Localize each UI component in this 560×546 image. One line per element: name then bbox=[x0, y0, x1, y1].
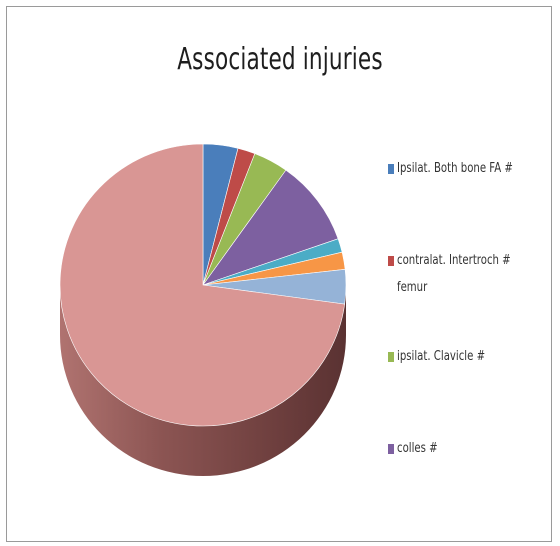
legend-swatch bbox=[388, 256, 394, 266]
chart-title: Associated injuries bbox=[177, 42, 383, 77]
legend-swatch bbox=[388, 444, 394, 454]
pie-slice-3 bbox=[202, 169, 339, 286]
pie-side bbox=[60, 285, 346, 476]
legend-item: ipsilat. Clavicle # bbox=[388, 343, 538, 370]
pie-slice-7 bbox=[59, 143, 346, 427]
legend-item: contralat. Intertroch # femur bbox=[388, 247, 538, 301]
legend-label: Ipsilat. Both bone FA # bbox=[397, 161, 513, 176]
legend-label: contralat. Intertroch # femur bbox=[397, 253, 511, 295]
legend-swatch bbox=[388, 352, 394, 362]
legend-item: Ipsilat. Both bone FA # bbox=[388, 155, 538, 182]
pie-side-face bbox=[60, 285, 346, 476]
legend-label: ipsilat. Clavicle # bbox=[397, 349, 486, 364]
pie-slices bbox=[59, 143, 347, 427]
legend-label: colles # bbox=[397, 441, 438, 456]
legend-swatch bbox=[388, 164, 394, 174]
legend-item: colles # bbox=[388, 435, 538, 462]
